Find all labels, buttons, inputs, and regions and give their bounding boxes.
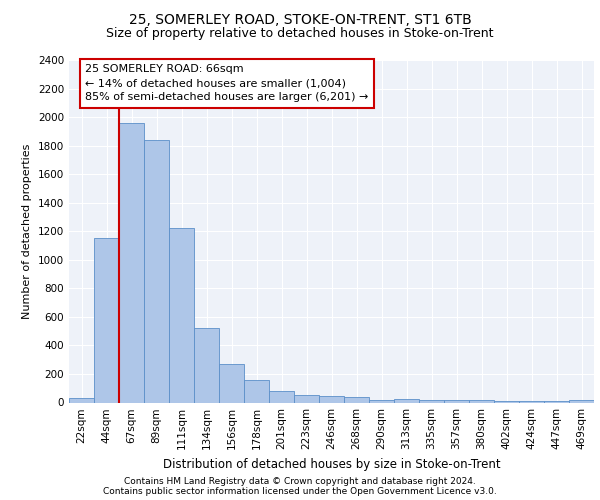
Bar: [294, 396, 319, 402]
Bar: [569, 400, 594, 402]
Bar: [494, 401, 519, 402]
Bar: [519, 401, 544, 402]
Bar: [544, 401, 569, 402]
Text: 25 SOMERLEY ROAD: 66sqm
← 14% of detached houses are smaller (1,004)
85% of semi: 25 SOMERLEY ROAD: 66sqm ← 14% of detache…: [85, 64, 368, 102]
Bar: [394, 399, 419, 402]
Bar: [69, 398, 94, 402]
Bar: [444, 400, 469, 402]
Text: Size of property relative to detached houses in Stoke-on-Trent: Size of property relative to detached ho…: [106, 28, 494, 40]
X-axis label: Distribution of detached houses by size in Stoke-on-Trent: Distribution of detached houses by size …: [163, 458, 500, 471]
Y-axis label: Number of detached properties: Number of detached properties: [22, 144, 32, 319]
Bar: [144, 140, 169, 402]
Bar: [244, 380, 269, 402]
Bar: [169, 228, 194, 402]
Bar: [94, 238, 119, 402]
Text: 25, SOMERLEY ROAD, STOKE-ON-TRENT, ST1 6TB: 25, SOMERLEY ROAD, STOKE-ON-TRENT, ST1 6…: [128, 12, 472, 26]
Bar: [219, 364, 244, 403]
Bar: [269, 391, 294, 402]
Bar: [419, 400, 444, 402]
Bar: [194, 328, 219, 402]
Bar: [344, 397, 369, 402]
Bar: [469, 400, 494, 402]
Bar: [119, 123, 144, 402]
Text: Contains public sector information licensed under the Open Government Licence v3: Contains public sector information licen…: [103, 487, 497, 496]
Bar: [369, 400, 394, 402]
Text: Contains HM Land Registry data © Crown copyright and database right 2024.: Contains HM Land Registry data © Crown c…: [124, 477, 476, 486]
Bar: [319, 396, 344, 402]
